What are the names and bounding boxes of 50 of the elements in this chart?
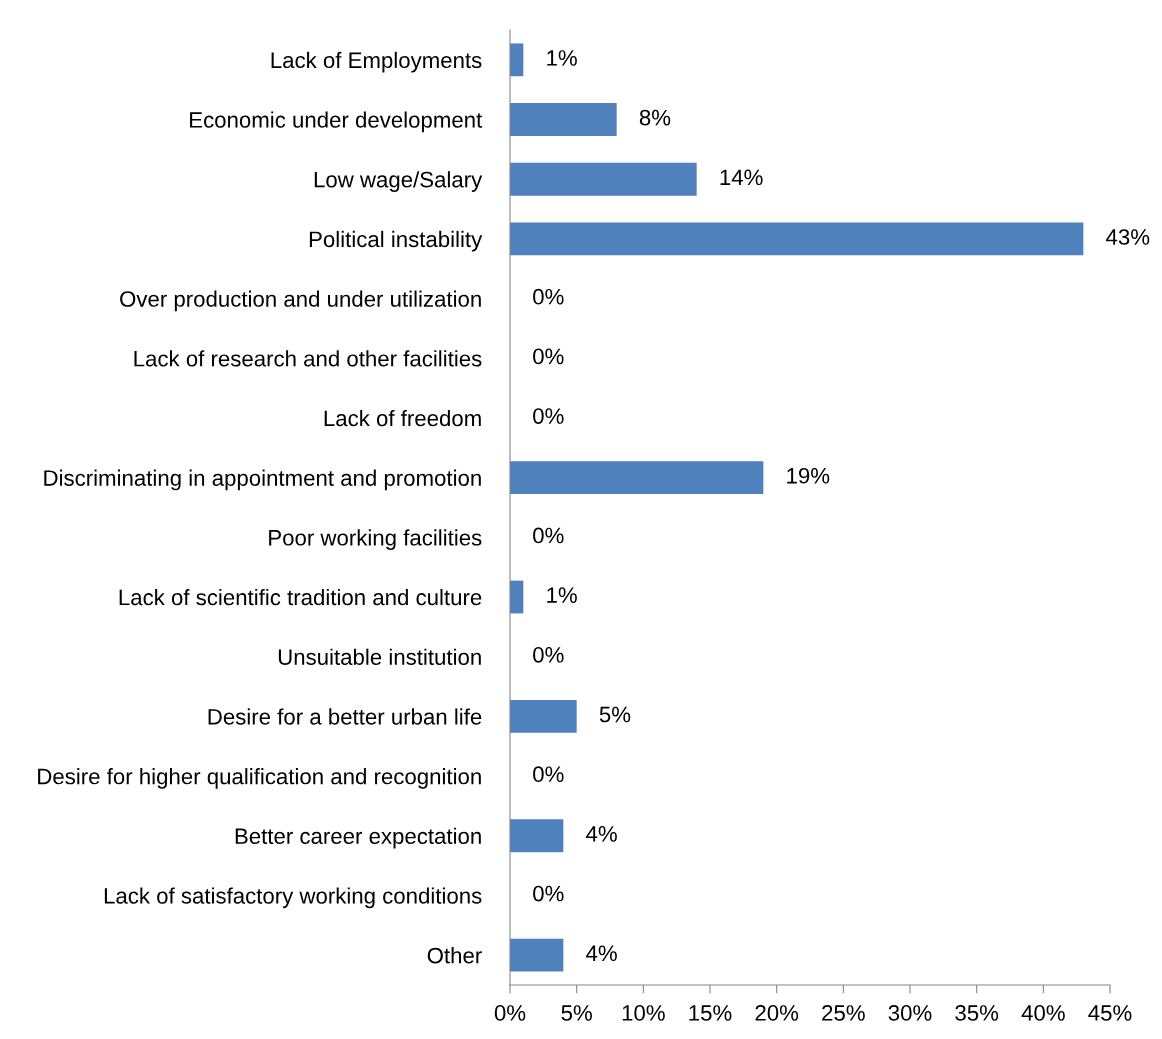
y-tick-label: Unsuitable institution xyxy=(278,648,481,665)
bar xyxy=(510,819,564,853)
x-tick-label: 40% xyxy=(1021,1005,1065,1021)
x-tick-label: 15% xyxy=(689,1005,732,1021)
y-tick-label: Economic under development xyxy=(190,111,483,133)
y-tick-label: Other xyxy=(427,947,482,964)
x-tick-label: 0% xyxy=(494,1005,526,1021)
y-tick-label: Lack of Employments xyxy=(271,51,482,73)
data-label: 1% xyxy=(547,587,577,603)
data-label: 4% xyxy=(586,945,617,962)
y-tick-label: Lack of research and other facilities xyxy=(134,350,482,367)
x-tick-label: 25% xyxy=(822,1005,865,1021)
data-label: 4% xyxy=(586,826,617,842)
y-tick-label: Over production and under utilization xyxy=(120,290,481,312)
y-tick-label: Lack of freedom xyxy=(324,409,481,427)
bar xyxy=(510,222,1084,256)
y-tick-label: Political instability xyxy=(309,230,483,252)
y-tick-label: Poor working facilities xyxy=(269,529,482,551)
bar xyxy=(510,938,564,972)
y-tick-label: Lack of scientific tradition and culture xyxy=(119,588,482,606)
x-tick-label: 30% xyxy=(888,1005,932,1021)
x-tick-label: 35% xyxy=(955,1005,999,1021)
y-tick-label: Desire for higher qualification and recognition xyxy=(38,768,481,789)
data-label: 0% xyxy=(533,527,564,544)
x-tick-label: 45% xyxy=(1088,1005,1132,1021)
data-label: 1% xyxy=(547,50,577,66)
x-tick-label: 20% xyxy=(755,1005,799,1021)
data-label: 19% xyxy=(787,467,830,484)
y-tick-label: Low wage/Salary xyxy=(314,171,483,192)
data-label: 43% xyxy=(1106,229,1150,245)
bar xyxy=(510,103,617,136)
y-tick-label: Lack of satisfactory working conditions xyxy=(104,887,482,909)
bar xyxy=(510,162,697,196)
y-tick-label: Better career expectation xyxy=(235,827,481,849)
data-label: 14% xyxy=(720,169,763,186)
data-label: 8% xyxy=(639,109,671,126)
bar xyxy=(510,699,577,733)
data-label: 0% xyxy=(533,646,564,663)
data-label: 5% xyxy=(599,706,631,723)
y-tick-label: Discriminating in appointment and promotion xyxy=(44,469,481,491)
data-label: 0% xyxy=(533,408,564,424)
x-tick-label: 5% xyxy=(561,1005,592,1021)
bar xyxy=(510,43,524,77)
data-label: 0% xyxy=(533,766,564,783)
bar xyxy=(510,461,764,495)
y-tick-label: Desire for a better urban life xyxy=(208,708,482,725)
data-label: 0% xyxy=(533,288,564,305)
data-label: 0% xyxy=(533,885,564,902)
x-tick-label: 10% xyxy=(622,1005,665,1021)
data-label: 0% xyxy=(533,348,564,365)
